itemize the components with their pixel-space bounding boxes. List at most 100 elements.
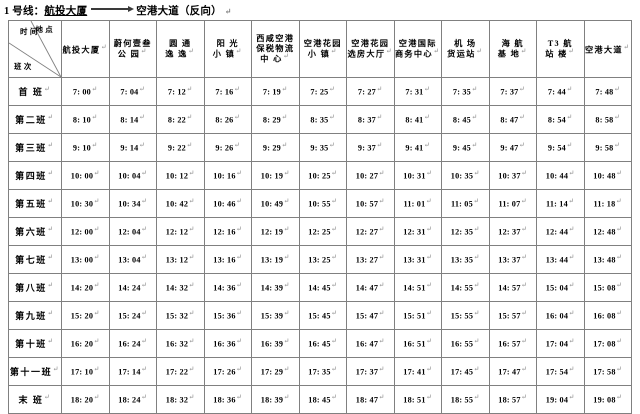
departure-time-cell: 7: 16↵ [203,77,252,106]
departure-time: 8: 26 [215,115,234,125]
paragraph-mark-icon: ↵ [236,197,243,206]
departure-time: 14: 55 [450,283,474,293]
paragraph-mark-icon: ↵ [331,197,338,206]
departure-time-cell: 17: 41↵ [393,357,442,386]
paragraph-mark-icon: ↵ [235,47,243,56]
paragraph-mark-icon: ↵ [378,393,385,402]
table-row: 第十一班↵ 17: 10↵ 17: 14↵ 17: 22↵ 17: 26↵ 17: 29↵… [8,357,632,386]
departure-time-cell: 8: 54↵ [536,105,585,134]
departure-time-cell: 13: 04↵ [108,245,157,274]
paragraph-mark-icon: ↵ [283,309,290,318]
column-header-line: 小 镇↵ [212,47,243,59]
paragraph-mark-icon: ↵ [283,51,291,60]
table-row: 末 班↵ 18: 20↵ 18: 24↵ 18: 32↵ 18: 36↵ 18: 39↵ 1… [8,385,632,414]
departure-time-cell: 15: 47↵ [346,301,395,330]
paragraph-mark-icon: ↵ [186,85,193,94]
departure-time-cell: 12: 27↵ [346,217,395,246]
departure-time-cell: 8: 58↵ [583,105,632,134]
paragraph-mark-icon: ↵ [188,337,195,346]
departure-time-cell: 10: 49↵ [251,189,300,218]
departure-time: 16: 57 [498,339,521,349]
paragraph-mark-icon: ↵ [616,225,623,234]
departure-time-cell: 17: 29↵ [251,357,300,386]
paragraph-mark-icon: ↵ [236,393,243,402]
departure-time: 7: 25 [310,87,329,97]
paragraph-mark-icon: ↵ [188,197,195,206]
departure-time-cell: 8: 14↵ [108,105,157,134]
paragraph-mark-icon: ↵ [283,197,290,206]
paragraph-mark-icon: ↵ [93,309,100,318]
paragraph-mark-icon: ↵ [471,113,478,122]
departure-time: 11: 14 [546,199,568,209]
paragraph-mark-icon: ↵ [141,365,148,374]
departure-time-cell: 18: 36↵ [203,385,252,414]
departure-time: 18: 36 [213,395,236,405]
paragraph-mark-icon: ↵ [283,253,290,262]
paragraph-mark-icon: ↵ [283,169,290,178]
departure-time: 10: 30 [70,199,94,209]
departure-time: 8: 14 [120,115,139,125]
paragraph-mark-icon: ↵ [186,141,193,150]
diagonal-divider-icon [9,21,61,77]
departure-time-cell: 10: 12↵ [156,161,205,190]
departure-time: 16: 51 [403,339,426,349]
departure-time: 12: 37 [498,227,521,237]
departure-time: 15: 32 [165,311,189,321]
departure-time: 13: 00 [70,255,94,265]
departure-time: 13: 27 [355,255,379,265]
departure-time: 10: 44 [545,171,569,181]
departure-time-cell: 17: 35↵ [298,357,347,386]
column-header-line: T3 航 [547,38,573,48]
paragraph-mark-icon: ↵ [281,85,288,94]
paragraph-mark-icon: ↵ [615,197,622,206]
departure-time-cell: 14: 57↵ [488,273,537,302]
departure-time-cell: 14: 55↵ [441,273,490,302]
departure-time: 9: 29 [262,143,281,153]
departure-time-cell: 11: 07↵ [488,189,537,218]
departure-time: 7: 31 [405,87,424,97]
departure-time-cell: 16: 32↵ [156,329,205,358]
shift-label: 第十一班 [9,366,53,377]
paragraph-mark-icon: ↵ [471,141,478,150]
departure-time-cell: 9: 35↵ [298,133,347,162]
departure-time: 19: 08 [593,395,616,405]
table-row: 第六班↵ 12: 00↵ 12: 04↵ 12: 12↵ 12: 16↵ 12: 19↵ 1… [8,217,632,246]
paragraph-mark-icon: ↵ [93,225,100,234]
paragraph-mark-icon: ↵ [378,281,385,290]
departure-time: 13: 48 [593,255,616,265]
departure-time: 8: 45 [452,115,471,125]
column-header-line: 西咸空港 [256,34,295,44]
departure-time: 7: 27 [357,87,376,97]
departure-time-cell: 13: 19↵ [251,245,300,274]
departure-time: 18: 51 [403,395,426,405]
paragraph-mark-icon: ↵ [186,113,193,122]
departure-time: 9: 26 [215,143,234,153]
paragraph-mark-icon: ↵ [378,337,385,346]
shift-label-cell: 第六班↵ [8,217,62,246]
departure-time-cell: 18: 47↵ [346,385,395,414]
paragraph-mark-icon: ↵ [521,225,528,234]
departure-time: 7: 37 [500,87,519,97]
departure-time-cell: 9: 29↵ [251,133,300,162]
table-row: 第七班↵ 13: 00↵ 13: 04↵ 13: 12↵ 13: 16↵ 13: 19↵ 1… [8,245,632,274]
timetable-header: 时 间 地 点 班 次 航投大厦↵ 蔚何壹叁公 园↵ 圆 通逸 逸↵ 阳 光小 镇↵ 西… [8,20,632,78]
departure-time-cell: 14: 51↵ [393,273,442,302]
paragraph-mark-icon: ↵ [616,253,623,262]
paragraph-mark-icon: ↵ [425,197,432,206]
departure-time: 14: 24 [118,283,141,293]
departure-time-cell: 10: 27↵ [346,161,395,190]
paragraph-mark-icon: ↵ [188,169,195,178]
departure-time: 8: 29 [262,115,281,125]
paragraph-mark-icon: ↵ [47,140,55,149]
paragraph-mark-icon: ↵ [566,141,573,150]
paragraph-mark-icon: ↵ [93,337,100,346]
departure-time: 10: 25 [308,171,331,181]
departure-time-cell: 7: 25↵ [298,77,347,106]
departure-time-cell: 16: 57↵ [488,329,537,358]
departure-time-cell: 17: 08↵ [583,329,632,358]
right-arrow-icon [91,6,135,12]
departure-time-cell: 15: 04↵ [536,273,585,302]
departure-time-cell: 10: 34↵ [108,189,157,218]
departure-time-cell: 14: 32↵ [156,273,205,302]
departure-time: 10: 49 [260,199,284,209]
